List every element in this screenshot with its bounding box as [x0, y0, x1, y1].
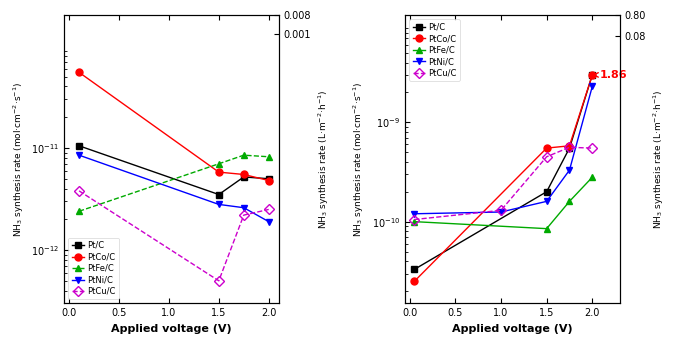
Pt/C — [588, 73, 596, 77]
Line: PtCo/C: PtCo/C — [411, 71, 596, 285]
PtCo/C — [75, 70, 83, 75]
Pt/C — [265, 177, 273, 181]
PtNi/C — [240, 206, 248, 210]
PtFe/C — [215, 162, 223, 166]
PtFe/C — [542, 227, 550, 231]
Line: PtCu/C: PtCu/C — [411, 144, 596, 223]
Line: PtCo/C: PtCo/C — [76, 69, 272, 184]
PtCu/C — [542, 155, 550, 159]
Pt/C — [542, 190, 550, 194]
Line: PtNi/C: PtNi/C — [76, 152, 272, 225]
Y-axis label: NH$_3$ synthesis rate (mol·cm$^{-2}$·s$^{-1}$): NH$_3$ synthesis rate (mol·cm$^{-2}$·s$^… — [352, 82, 366, 237]
PtCo/C — [542, 146, 550, 150]
PtNi/C — [265, 219, 273, 224]
PtCo/C — [588, 73, 596, 77]
PtCu/C — [565, 145, 573, 149]
PtFe/C — [75, 209, 83, 213]
PtNi/C — [542, 199, 550, 204]
PtCu/C — [497, 208, 505, 213]
PtCu/C — [265, 207, 273, 211]
Y-axis label: NH$_3$ synthesis rate (mol·cm$^{-2}$·s$^{-1}$): NH$_3$ synthesis rate (mol·cm$^{-2}$·s$^… — [11, 82, 26, 237]
PtFe/C — [265, 155, 273, 159]
PtCo/C — [215, 170, 223, 174]
PtFe/C — [565, 199, 573, 204]
PtFe/C — [240, 153, 248, 157]
PtCo/C — [265, 178, 273, 183]
X-axis label: Applied voltage (V): Applied voltage (V) — [452, 324, 573, 334]
Pt/C — [215, 193, 223, 197]
Line: PtFe/C: PtFe/C — [76, 152, 272, 215]
PtCu/C — [215, 279, 223, 283]
Line: PtCu/C: PtCu/C — [76, 187, 272, 284]
PtFe/C — [588, 175, 596, 179]
Legend: Pt/C, PtCo/C, PtFe/C, PtNi/C, PtCu/C: Pt/C, PtCo/C, PtFe/C, PtNi/C, PtCu/C — [410, 19, 460, 81]
PtCu/C — [75, 189, 83, 193]
Text: 1.86: 1.86 — [594, 70, 627, 80]
Pt/C — [410, 267, 418, 272]
X-axis label: Applied voltage (V): Applied voltage (V) — [111, 324, 232, 334]
Pt/C — [565, 146, 573, 150]
PtFe/C — [410, 219, 418, 224]
PtCo/C — [240, 172, 248, 177]
PtCu/C — [588, 146, 596, 150]
Line: Pt/C: Pt/C — [76, 142, 272, 198]
PtNi/C — [75, 153, 83, 157]
Line: PtNi/C: PtNi/C — [411, 83, 596, 217]
PtCo/C — [410, 279, 418, 284]
PtNi/C — [497, 210, 505, 214]
PtCu/C — [240, 213, 248, 217]
Line: Pt/C: Pt/C — [411, 71, 596, 273]
PtCu/C — [410, 217, 418, 221]
PtNi/C — [588, 84, 596, 88]
PtNi/C — [215, 203, 223, 207]
PtNi/C — [565, 168, 573, 172]
Y-axis label: NH$_3$ synthesis rate (L·m$^{-2}$·h$^{-1}$): NH$_3$ synthesis rate (L·m$^{-2}$·h$^{-1… — [651, 90, 666, 229]
Pt/C — [240, 175, 248, 179]
PtCo/C — [565, 144, 573, 148]
Pt/C — [75, 144, 83, 148]
Line: PtFe/C: PtFe/C — [411, 174, 596, 232]
PtNi/C — [410, 212, 418, 216]
Y-axis label: NH$_3$ synthesis rate (L·m$^{-2}$·h$^{-1}$): NH$_3$ synthesis rate (L·m$^{-2}$·h$^{-1… — [317, 90, 331, 229]
Legend: Pt/C, PtCo/C, PtFe/C, PtNi/C, PtCu/C: Pt/C, PtCo/C, PtFe/C, PtNi/C, PtCu/C — [68, 238, 119, 299]
